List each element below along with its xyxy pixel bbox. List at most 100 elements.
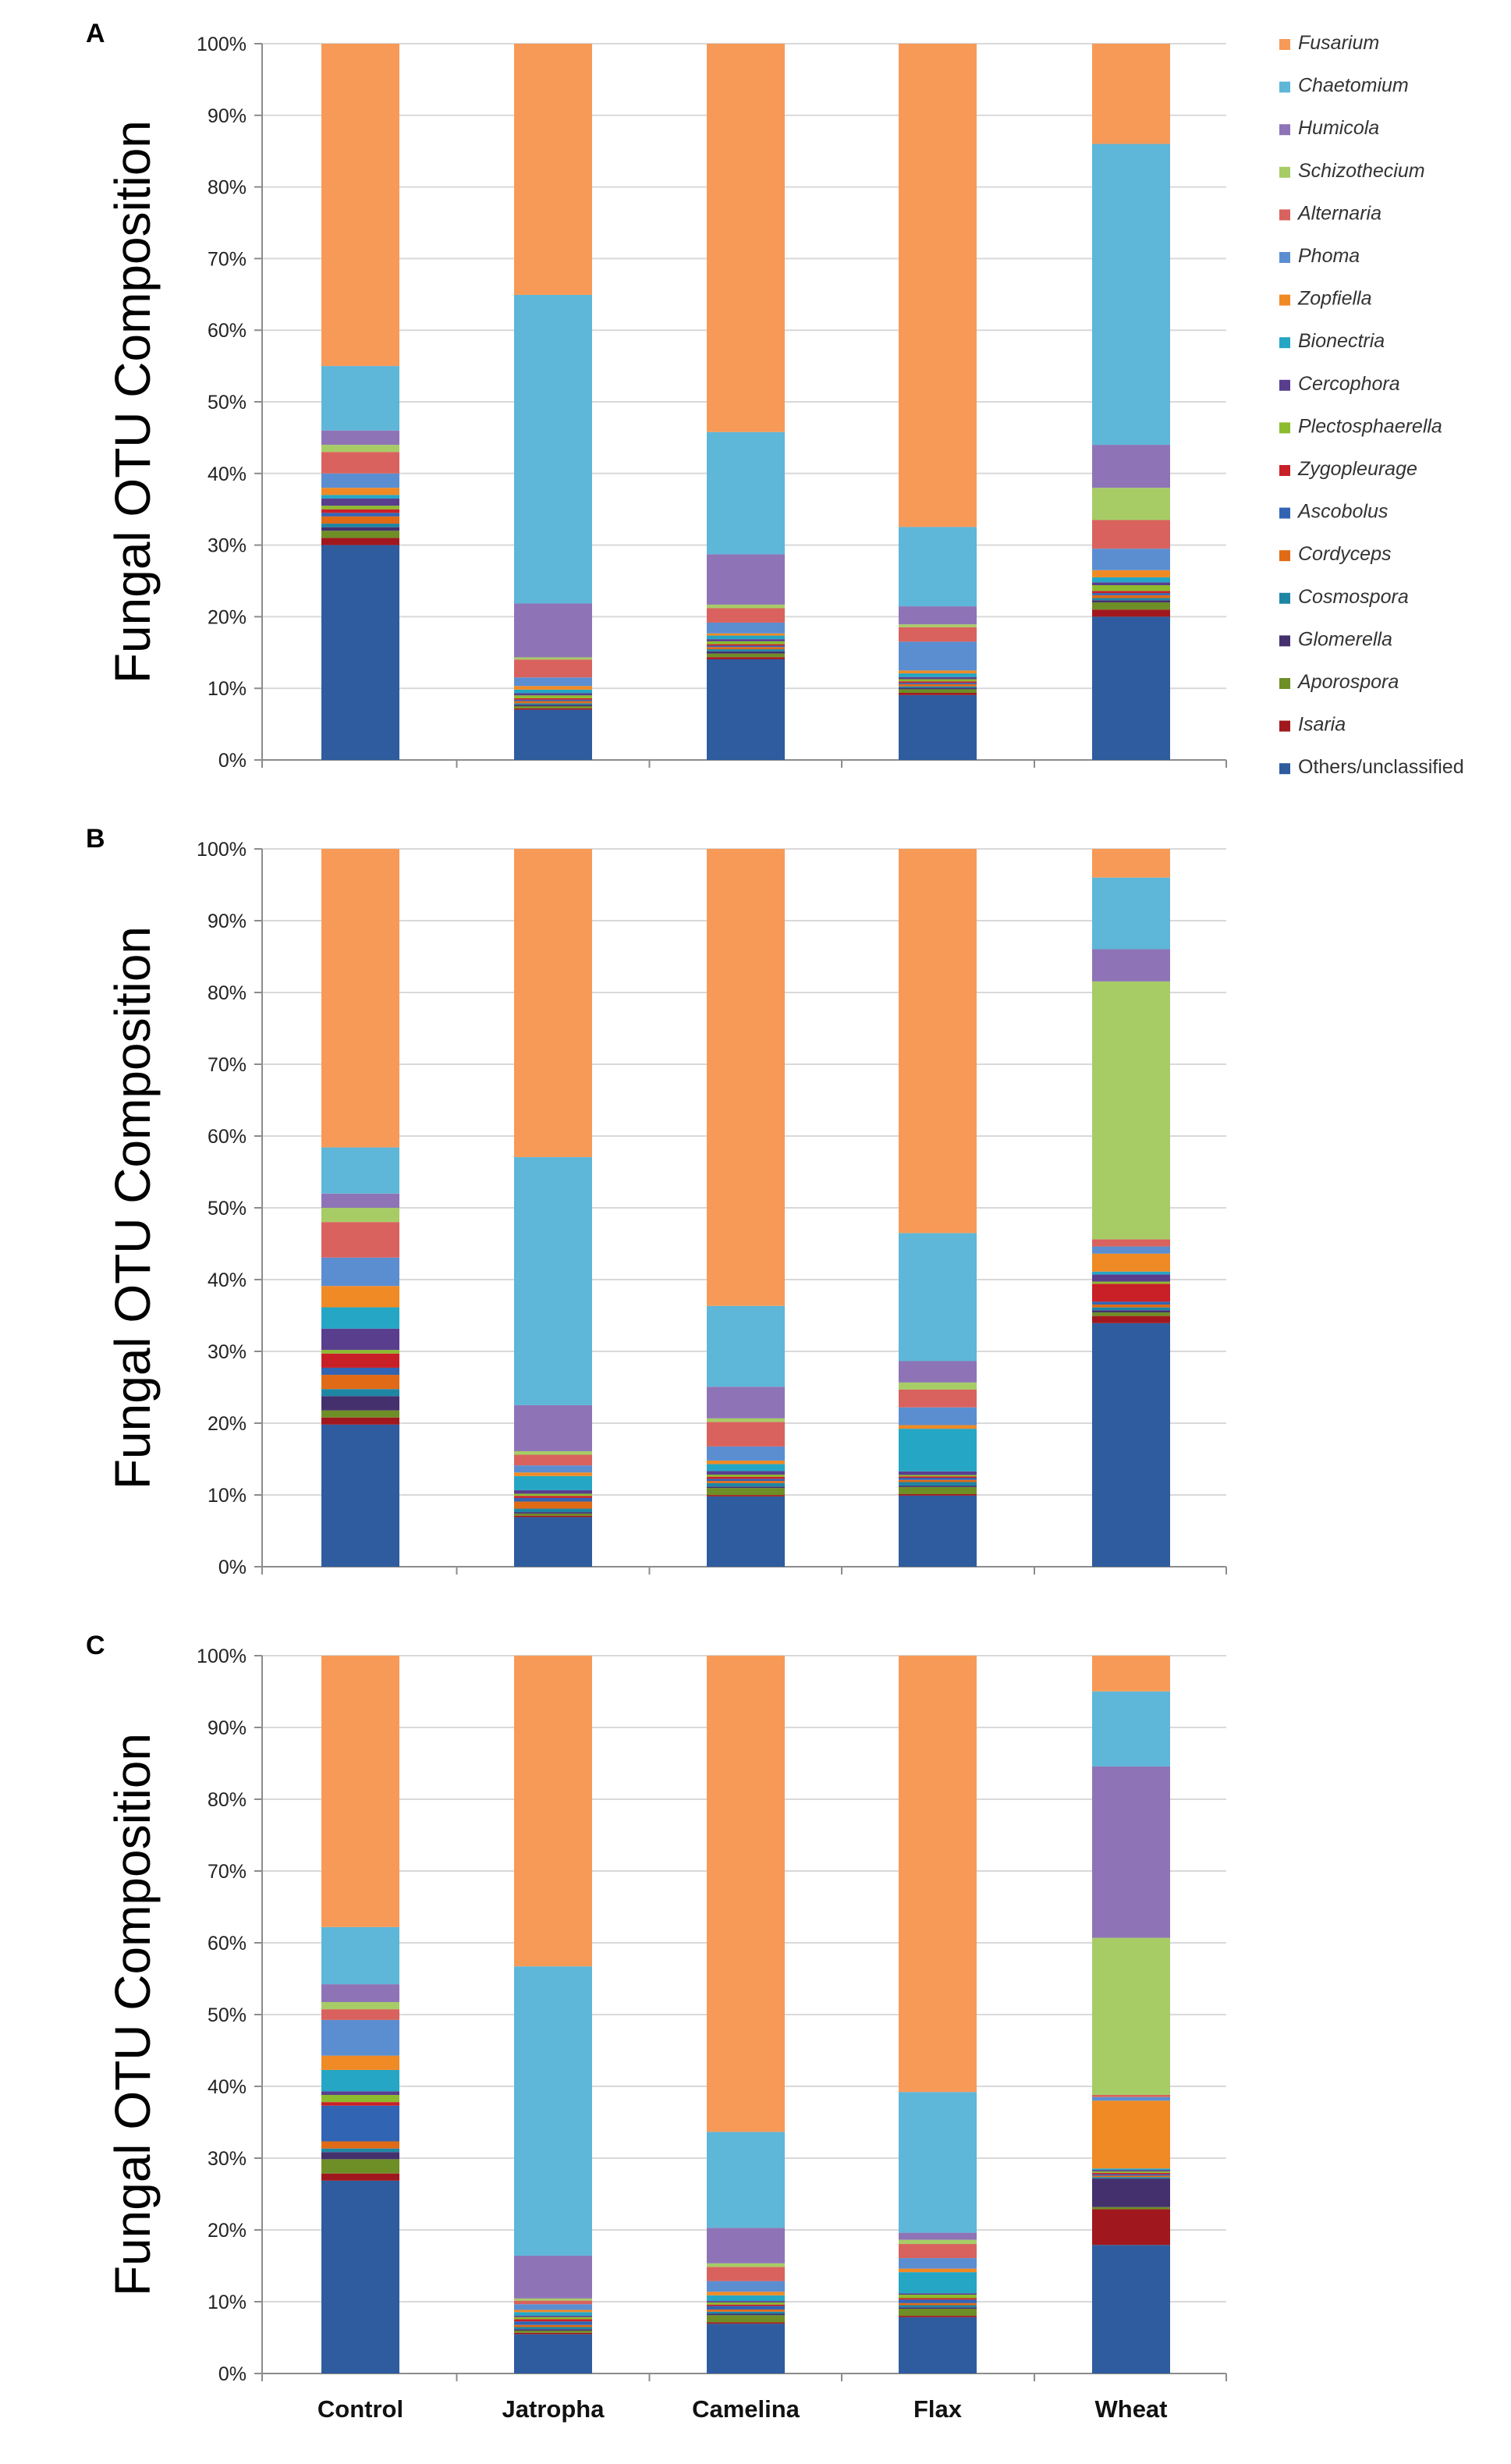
- bar-segment-alternaria: Wheat – Alternaria: 0.3%: [1092, 2094, 1170, 2097]
- legend-item: Plectosphaerella: [1279, 415, 1442, 437]
- x-category-label: Wheat: [1095, 2395, 1168, 2423]
- bar-segment-bionectria: Control – Bionectria: 0.5%: [321, 495, 399, 499]
- bar-segment-fusarium: Jatropha – Fusarium: 35%: [514, 44, 592, 295]
- bar-segment-ascobolus: Jatropha – Ascobolus: 0.2%: [514, 699, 592, 701]
- bar-segment-isaria: Flax – Isaria: 0.2%: [899, 2316, 977, 2317]
- bar-segment-schizothecium: Camelina – Schizothecium: 0.5%: [707, 2263, 785, 2267]
- bar-segment-chaetomium: Flax – Chaetomium: 18%: [899, 1233, 977, 1362]
- bar-segment-others-unclassified: Flax – Others/unclassified: 10%: [899, 1495, 977, 1567]
- legend-swatch: [1279, 592, 1290, 604]
- bar-segment-phoma: Control – Phoma: 4%: [321, 1257, 399, 1287]
- bar-segment-glomerella: Jatropha – Glomerella: 0.2%: [514, 1512, 592, 1514]
- legend-swatch: [1279, 550, 1290, 562]
- bar-segment-phoma: Jatropha – Phoma: 0.8%: [514, 2304, 592, 2310]
- legend-label: Chaetomium: [1298, 75, 1409, 97]
- bar-segment-cordyceps: Wheat – Cordyceps: 0.4%: [1092, 1304, 1170, 1308]
- bar-control: Control – Others/unclassified: 20%Contro…: [321, 849, 399, 1567]
- bar-segment-isaria: Control – Isaria: 1%: [321, 1417, 399, 1425]
- bar-segment-alternaria: Control – Alternaria: 1.5%: [321, 2009, 399, 2020]
- bar-segment-alternaria: Flax – Alternaria: 2%: [899, 627, 977, 642]
- bar-segment-zopfiella: Control – Zopfiella: 1%: [321, 488, 399, 495]
- bar-segment-chaetomium: Jatropha – Chaetomium: 35%: [514, 1157, 592, 1405]
- bar-segment-cordyceps: Control – Cordyceps: 2%: [321, 1375, 399, 1390]
- legend-label: Cosmospora: [1298, 586, 1409, 608]
- bar-segment-cordyceps: Camelina – Cordyceps: 0.3%: [707, 2310, 785, 2312]
- bar-segment-zopfiella: Wheat – Zopfiella: 9.5%: [1092, 2100, 1170, 2169]
- legend-swatch: [1279, 39, 1290, 50]
- bar-segment-glomerella: Flax – Glomerella: 0.2%: [899, 687, 977, 690]
- bar-segment-phoma: Flax – Phoma: 4%: [899, 641, 977, 671]
- legend-label: Zopfiella: [1297, 288, 1372, 310]
- legend-label: Others/unclassified: [1298, 756, 1464, 778]
- y-axis-title: Fungal OTU Composition: [105, 120, 161, 683]
- bar-segment-zopfiella: Wheat – Zopfiella: 2.5%: [1092, 1253, 1170, 1272]
- bar-segment-zopfiella: Jatropha – Zopfiella: 0.5%: [514, 686, 592, 690]
- x-category-label: Jatropha: [502, 2395, 605, 2423]
- bar-segment-glomerella: Control – Glomerella: 0.5%: [321, 527, 399, 531]
- bar-segment-isaria: Jatropha – Isaria: 0.2%: [514, 708, 592, 710]
- bar-segment-isaria: Wheat – Isaria: 1%: [1092, 1315, 1170, 1323]
- bar-segment-zopfiella: Wheat – Zopfiella: 1%: [1092, 570, 1170, 577]
- y-tick-label: 40%: [207, 463, 247, 485]
- bar-segment-others-unclassified: Wheat – Others/unclassified: 20%: [1092, 616, 1170, 760]
- y-tick-label: 0%: [218, 2363, 247, 2385]
- bar-segment-alternaria: Jatropha – Alternaria: 2.5%: [514, 659, 592, 678]
- bar-segment-zygopleurage: Jatropha – Zygopleurage: 0.3%: [514, 1496, 592, 1498]
- legend-item: Ascobolus: [1279, 501, 1388, 523]
- bar-segment-humicola: Control – Humicola: 2%: [321, 430, 399, 446]
- x-category-label: Control: [317, 2395, 403, 2423]
- legend: Fusarium Chaetomium Humicola Schizothecium A…: [1279, 32, 1464, 778]
- bar-flax: Flax – Others/unclassified: 8%Flax – Isa…: [899, 1656, 977, 2373]
- bar-segment-bionectria: Control – Bionectria: 3%: [321, 1307, 399, 1329]
- bar-segment-glomerella: Control – Glomerella: 1%: [321, 2152, 399, 2160]
- bar-segment-aporospora: Jatropha – Aporospora: 0.3%: [514, 2331, 592, 2333]
- bar-segment-humicola: Camelina – Humicola: 7%: [707, 554, 785, 605]
- bar-segment-zygopleurage: Jatropha – Zygopleurage: 0.3%: [514, 2319, 592, 2322]
- legend-item: Cosmospora: [1279, 586, 1409, 608]
- bar-segment-cordyceps: Flax – Cordyceps: 0.3%: [899, 683, 977, 687]
- bar-segment-humicola: Wheat – Humicola: 4.5%: [1092, 949, 1170, 982]
- bar-segment-zygopleurage: Flax – Zygopleurage: 0.2%: [899, 2298, 977, 2300]
- bar-segment-bionectria: Control – Bionectria: 3%: [321, 2069, 399, 2092]
- bar-segment-schizothecium: Camelina – Schizothecium: 0.5%: [707, 604, 785, 609]
- bar-segment-cercophora: Jatropha – Cercophora: 0.3%: [514, 693, 592, 696]
- bar-segment-cercophora: Flax – Cercophora: 0.2%: [899, 2293, 977, 2295]
- bar-segment-plectosphaerella: Control – Plectosphaerella: 1%: [321, 2094, 399, 2103]
- bar-segment-isaria: Flax – Isaria: 0.3%: [899, 693, 977, 695]
- legend-swatch: [1279, 209, 1290, 221]
- bar-segment-isaria: Wheat – Isaria: 5%: [1092, 2209, 1170, 2246]
- bar-segment-schizothecium: Wheat – Schizothecium: 4.5%: [1092, 488, 1170, 520]
- bar-flax: Flax – Others/unclassified: 9%Flax – Isa…: [899, 44, 977, 760]
- bar-segment-isaria: Jatropha – Isaria: 0.2%: [514, 2332, 592, 2334]
- bar-segment-phoma: Camelina – Phoma: 1.5%: [707, 2281, 785, 2292]
- bar-segment-schizothecium: Wheat – Schizothecium: 22%: [1092, 1937, 1170, 2095]
- y-tick-label: 0%: [218, 1557, 247, 1578]
- legend-item: Phoma: [1279, 245, 1360, 267]
- bar-segment-fusarium: Camelina – Fusarium: 65%: [707, 849, 785, 1306]
- legend-swatch: [1279, 763, 1290, 775]
- bar-segment-chaetomium: Control – Chaetomium: 8%: [321, 1926, 399, 1985]
- bar-segment-zopfiella: Flax – Zopfiella: 0.5%: [899, 2268, 977, 2273]
- bar-segment-ascobolus: Wheat – Ascobolus: 0.2%: [1092, 2174, 1170, 2176]
- bar-segment-ascobolus: Jatropha – Ascobolus: 0.5%: [514, 1497, 592, 1502]
- bar-camelina: Camelina – Others/unclassified: 14%Camel…: [707, 44, 785, 760]
- bar-segment-others-unclassified: Flax – Others/unclassified: 9%: [899, 694, 977, 760]
- bar-segment-cosmospora: Camelina – Cosmospora: 0.3%: [707, 649, 785, 652]
- y-tick-label: 10%: [207, 2292, 247, 2313]
- bar-segment-cosmospora: Wheat – Cosmospora: 0.3%: [1092, 598, 1170, 601]
- bar-segment-cercophora: Control – Cercophora: 0.5%: [321, 2091, 399, 2095]
- legend-swatch: [1279, 379, 1290, 391]
- bar-segment-glomerella: Jatropha – Glomerella: 0.2%: [514, 705, 592, 707]
- bar-segment-isaria: Control – Isaria: 1%: [321, 2173, 399, 2181]
- bar-segment-bionectria: Jatropha – Bionectria: 0.5%: [514, 2312, 592, 2316]
- bar-segment-chaetomium: Wheat – Chaetomium: 10%: [1092, 877, 1170, 950]
- bar-segment-schizothecium: Flax – Schizothecium: 0.4%: [899, 624, 977, 627]
- bar-segment-zopfiella: Camelina – Zopfiella: 0.5%: [707, 2292, 785, 2295]
- bar-segment-fusarium: Wheat – Fusarium: 14%: [1092, 44, 1170, 144]
- legend-item: Cercophora: [1279, 373, 1400, 395]
- bar-segment-isaria: Jatropha – Isaria: 0.2%: [514, 1515, 592, 1518]
- bar-segment-fusarium: Flax – Fusarium: 67%: [899, 44, 977, 527]
- y-tick-label: 20%: [207, 606, 247, 628]
- bar-segment-alternaria: Camelina – Alternaria: 2%: [707, 2267, 785, 2281]
